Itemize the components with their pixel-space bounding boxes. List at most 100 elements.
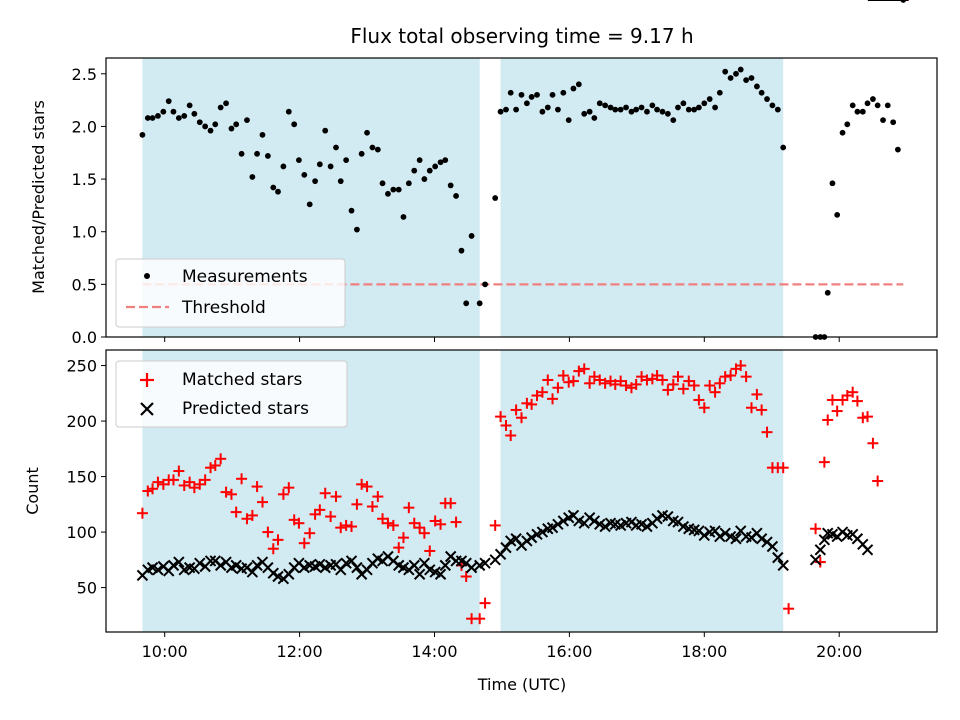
matched-star-point [510,404,522,416]
measurement-point [528,94,535,100]
measurement-point [447,182,454,189]
x-stroke-b [351,561,363,574]
measurement-point [523,100,530,107]
matched-star-point [325,511,337,523]
matched-star-point [272,534,284,546]
x-stroke-b [730,533,742,545]
measurement-point [518,91,525,98]
matched-star-point [641,374,653,386]
x-stroke-b [557,515,570,527]
x-stroke-b [230,559,242,572]
predicted-star-point [246,566,259,578]
x-stroke-b [688,524,700,536]
measurement-point [306,201,313,208]
measurement-point [458,247,465,254]
x-stroke-b [667,515,679,527]
legend-plus-marker [140,373,154,387]
y-tick-label: 1.5 [72,170,97,189]
measurement-point [405,180,412,187]
matched-star-point [479,597,491,609]
measurement-point [217,104,224,111]
matched-star-point [542,374,554,386]
x-stroke-b [251,559,263,572]
x-stroke-b [536,526,549,538]
measurement-point [695,104,702,111]
matched-star-point [872,475,884,487]
x-stroke-b [408,559,420,572]
x-axis-label: Time (UTC) [477,675,566,694]
matched-star-point [397,532,409,544]
y-tick-label: 2.0 [72,117,97,136]
matched-star-point [256,496,268,508]
measurement-point [337,178,344,185]
matched-star-point [236,473,248,485]
matched-star-point [810,523,822,535]
x-stroke-b [214,559,227,572]
measurement-point [212,121,219,128]
matched-star-point [552,382,564,394]
measurement-point [854,108,861,115]
x-stroke-b [735,525,747,537]
x-stroke-b [424,564,436,576]
legend-label-matched: Matched stars [182,370,302,390]
matched-star-point [489,519,501,531]
measurement-point [233,121,240,128]
predicted-star-point [413,568,426,580]
measurement-point [348,207,355,214]
measurement-point [649,102,656,109]
measurement-point [463,300,470,307]
x-stroke-b [429,566,441,578]
measurement-point [712,104,718,111]
predicted-star-point [204,555,217,567]
measurement-point [628,108,635,115]
x-stroke-b [434,568,447,580]
predicted-star-point [434,568,447,580]
matched-star-point [557,370,569,382]
measurement-point [385,190,391,197]
predicted-star-point [730,533,742,545]
matched-star-point [822,414,834,426]
counts-panel: 50 100 150 200 250 10:00 12:00 14:00 16:00 18:00… [23,0,938,694]
matched-star-point [356,478,368,490]
measurement-point [270,184,277,191]
x-stroke-b [397,561,410,574]
x-stroke-b [314,558,326,570]
measurement-point [890,119,897,126]
measurement-point [264,153,271,159]
predicted-star-point [408,559,420,572]
matched-star-point [756,404,768,416]
counts-x-ticks: 10:00 12:00 14:00 16:00 18:00 20:00 [142,632,862,661]
matched-star-point [725,370,737,382]
x-stroke-b [641,520,653,533]
matched-star-point [578,363,590,375]
measurement-point [664,110,671,117]
x-stroke-b [439,559,451,572]
measurement-point [254,150,260,157]
x-stroke-b [861,544,874,556]
matched-star-point [340,519,352,531]
matched-star-point [246,509,258,521]
predicted-stars-points [136,0,909,585]
measurement-point [513,106,520,113]
matched-star-point [414,522,426,534]
measurement-point [575,81,582,88]
measurement-point [390,186,397,193]
y-tick-label: 1.0 [72,223,97,242]
predicted-star-point [557,515,570,527]
measurement-point [849,102,856,109]
measurement-point [354,226,360,233]
x-stroke-b [220,556,232,568]
x-stroke-b [303,559,316,572]
ratio-panel: 0.0 0.5 1.0 1.5 2.0 2.5 Matched/Predicted sta… [29,0,938,347]
legend-box [115,360,348,428]
measurement-point [249,174,256,180]
predicted-star-point [439,559,451,572]
measurement-point [343,157,350,164]
ratio-y-ticks: 0.0 0.5 1.0 1.5 2.0 2.5 [72,65,106,347]
measurement-point [301,171,308,178]
measurement-point [223,100,229,107]
measurement-point [644,108,650,115]
measurement-point [296,157,302,164]
measurement-point [834,211,841,218]
matched-star-point [319,487,331,499]
